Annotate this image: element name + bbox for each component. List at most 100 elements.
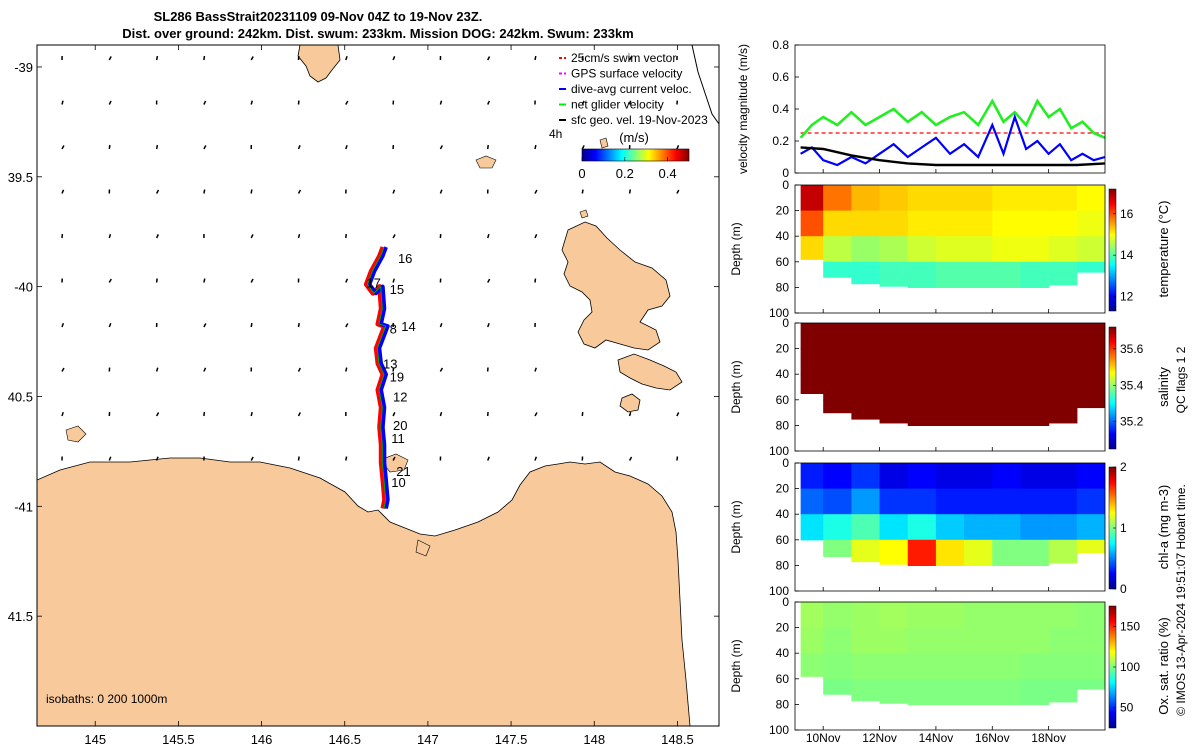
depth-section-cell (992, 261, 1022, 288)
sfc-velocity-arrow (297, 145, 301, 150)
depth-section-cell (935, 678, 965, 705)
sfc-velocity-arrow (392, 189, 396, 194)
sfc-velocity-arrow (61, 189, 65, 194)
depth-section-cell (1076, 678, 1105, 690)
sfc-velocity-arrow (250, 100, 254, 105)
map-axis-ticks: 145 145.5 146 146.5 147 147.5 148 148.5-3939.5-… (8, 45, 719, 747)
depth-ytick-label: 0 (782, 456, 789, 470)
depth-ytick-label: 20 (776, 204, 790, 218)
depth-section-cell (992, 463, 1022, 490)
depth-section-cell (1020, 185, 1050, 212)
sfc-velocity-arrow (108, 233, 112, 239)
map-ytick-label: 41.5 (8, 609, 33, 624)
depth-section-cell (823, 463, 852, 490)
isobaths-label: isobaths: 0 200 1000m (46, 692, 167, 706)
depth-colorbar-tick-label: 100 (1120, 660, 1140, 674)
depth-section-cell (964, 185, 993, 212)
depth-section-cell (1020, 539, 1050, 566)
depth-section-cell (992, 210, 1022, 237)
depth-section-cell (1076, 323, 1105, 350)
depth-section-cell (851, 539, 881, 563)
depth-section-cell (851, 463, 881, 490)
depth-section-cell (907, 261, 937, 288)
sfc-velocity-arrow (439, 367, 444, 372)
sfc-velocity-arrow (345, 367, 348, 372)
depth-section-cell (1076, 653, 1105, 680)
depth-section-cell (1048, 627, 1078, 654)
depth-section-cell (907, 539, 937, 566)
sfc-velocity-arrow (345, 456, 348, 461)
depth-section-cell (935, 627, 965, 654)
map-axes-frame (36, 44, 720, 727)
depth-colorbar-tick-label: 35.2 (1120, 415, 1144, 429)
depth-ytick-label: 60 (776, 672, 790, 686)
depth-section-cell (992, 374, 1022, 401)
qc-flags-label: QC flags 1 2 (1174, 346, 1188, 413)
depth-section-cell (964, 514, 993, 541)
velocity-series-line (800, 113, 1105, 167)
legend-label: dive-avg current veloc. (571, 82, 692, 96)
time-tick-label: 12Nov (862, 731, 897, 745)
mainland-coast-right (691, 45, 719, 125)
sfc-velocity-arrow (628, 456, 633, 461)
sfc-velocity-arrow (155, 144, 159, 150)
depth-section-cell (800, 514, 824, 541)
depth-section-cell (800, 488, 824, 515)
sfc-velocity-arrow (486, 233, 490, 239)
depth-section-cell (1048, 463, 1078, 490)
sfc-velocity-arrow (487, 456, 490, 461)
depth-ytick-label: 0 (782, 178, 789, 192)
depth-section-cell (879, 653, 909, 680)
sfc-velocity-arrow (676, 145, 680, 150)
map-ytick-label: -41 (14, 499, 33, 514)
depth-section-cell (851, 236, 881, 263)
sfc-velocity-arrow (392, 367, 395, 372)
time-tick-label: 16Nov (975, 731, 1010, 745)
depth-section-cell (1076, 210, 1105, 237)
depth-section-cell (1020, 261, 1050, 288)
depth-section-cell (992, 514, 1022, 541)
depth-ytick-label: 100 (769, 306, 789, 320)
map-xtick-label: 146 (251, 732, 273, 747)
legend-label: net glider velocity (571, 98, 664, 112)
sfc-velocity-arrow (486, 144, 489, 150)
depth-ylabel: Depth (m) (729, 222, 743, 275)
velocity-panel: 0 0.2 0.4 0.6 0.8 velocity magnitude (m/s) (736, 38, 1106, 180)
map-colorbar-ticks: 0 0.2 0.4 (578, 157, 677, 181)
sfc-velocity-arrow (487, 100, 491, 105)
depth-section-cell (1048, 488, 1078, 515)
depth-section-cell (800, 210, 824, 237)
depth-section-cell (1076, 627, 1105, 654)
depth-section-cell (879, 236, 909, 263)
depth-panel: 0 20 40 60 80 100 Depth (m) 35.2 35.4 35.6 salinit… (729, 316, 1171, 458)
depth-section-cell (879, 463, 909, 490)
tasmania-landmass (37, 457, 691, 726)
depth-section-cell (851, 399, 881, 420)
depth-section-cell (1048, 399, 1078, 424)
depth-section-cell (823, 236, 852, 263)
sfc-velocity-arrow (155, 367, 159, 372)
map-colorbar-tick-label: 0.4 (659, 166, 677, 181)
depth-ylabel: Depth (m) (729, 500, 743, 553)
depth-section-cell (1020, 210, 1050, 237)
sfc-velocity-arrow (439, 411, 443, 417)
sfc-velocity-arrow (203, 55, 206, 61)
footer-credit: © IMOS 13-Apr-2024 19:51:07 Hobart time. (1174, 484, 1188, 716)
sfc-velocity-arrow (676, 456, 679, 461)
depth-section-cell (823, 488, 852, 515)
depth-section-cell (1076, 602, 1105, 629)
depth-section-cell (907, 348, 937, 375)
depth-section-cell (907, 678, 937, 705)
depth-ytick-label: 40 (776, 367, 790, 381)
depth-section-cell (879, 488, 909, 515)
sfc-velocity-arrow (108, 278, 112, 283)
depth-section-cell (1020, 602, 1050, 629)
depth-section-cell (964, 210, 993, 237)
depth-section-cell (879, 185, 909, 212)
sfc-velocity-arrow (439, 145, 444, 150)
depth-section-cell (1020, 488, 1050, 515)
sfc-velocity-arrow (486, 322, 490, 328)
sfc-velocity-arrow (155, 456, 159, 461)
depth-section-cell (907, 627, 937, 654)
depth-colorbar-tick-label: 16 (1120, 207, 1134, 221)
